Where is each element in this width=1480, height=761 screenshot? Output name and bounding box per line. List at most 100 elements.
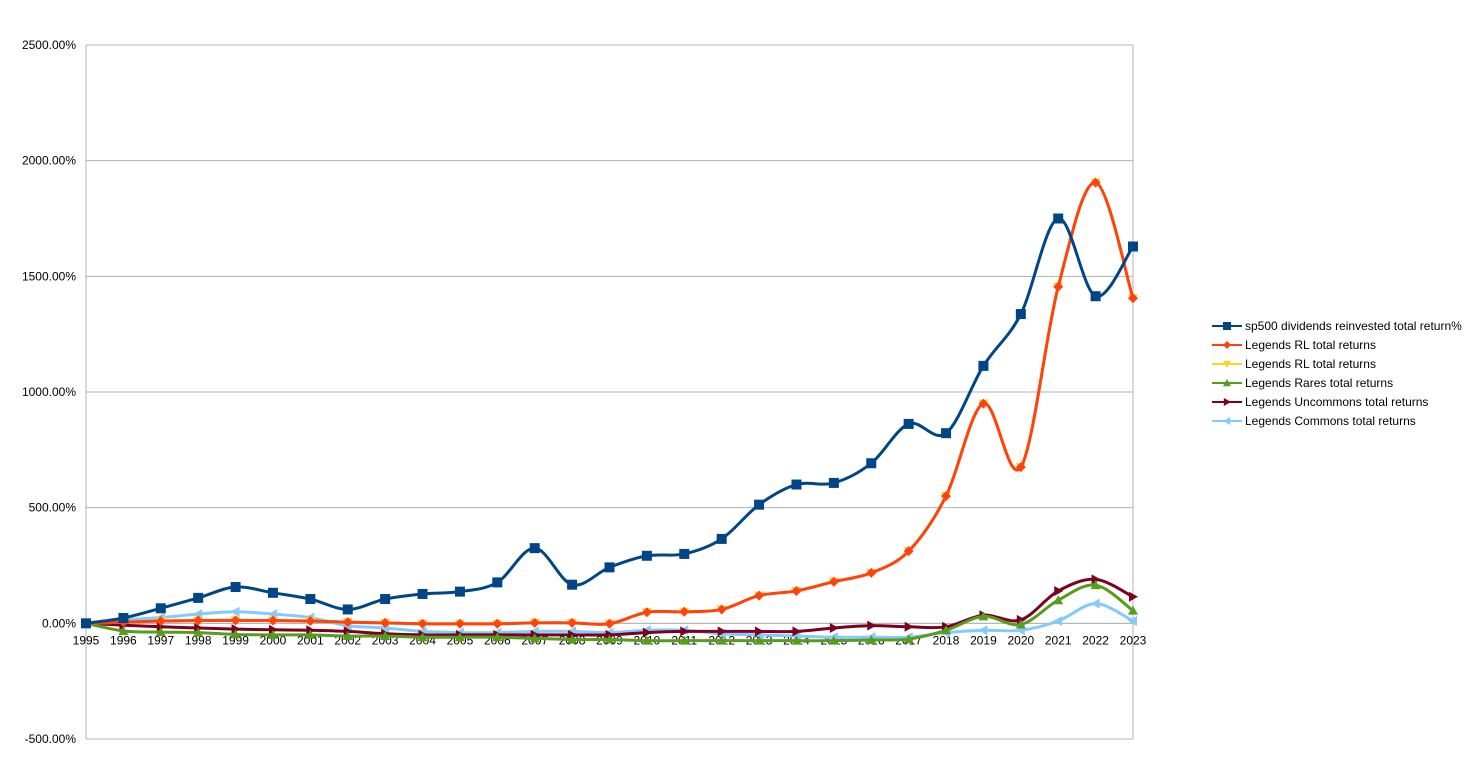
data-point: [904, 621, 914, 632]
series-layer: [81, 177, 1138, 645]
y-axis-ticks: -500.00% 0.00% 500.00% 1000.00% 1500.00% 2000…: [22, 38, 76, 746]
data-point: [978, 398, 989, 409]
data-point: [454, 618, 465, 629]
data-point: [155, 603, 166, 614]
data-point: [1090, 177, 1101, 188]
data-point: [267, 629, 278, 639]
data-point: [1128, 293, 1138, 304]
data-point: [231, 624, 241, 635]
data-point: [1053, 595, 1064, 605]
data-point: [268, 624, 278, 635]
data-point: [978, 625, 988, 636]
legend-label: Legends RL total returns: [1245, 357, 1376, 371]
data-point: [380, 617, 391, 628]
x-tick-label: 1996: [110, 633, 137, 647]
data-point: [754, 635, 765, 645]
data-point: [978, 360, 989, 371]
data-point: [791, 635, 802, 645]
data-point: [567, 634, 578, 644]
data-point: [1128, 616, 1137, 627]
data-point: [529, 617, 540, 628]
x-tick-label: 1998: [185, 633, 212, 647]
data-point: [604, 634, 615, 644]
data-point: [1053, 616, 1063, 627]
legend: sp500 dividends reinvested total return%…: [1212, 319, 1462, 428]
data-point: [604, 618, 615, 629]
data-point: [867, 620, 877, 631]
legend-label: Legends RL total returns: [1245, 338, 1376, 352]
legend-label: Legends Rares total returns: [1245, 376, 1393, 390]
data-point: [1015, 462, 1026, 473]
y-tick-label: 1500.00%: [22, 269, 76, 283]
data-point: [1091, 574, 1101, 585]
data-point: [754, 499, 765, 510]
data-point: [454, 586, 465, 597]
legend-marker: [1223, 360, 1231, 368]
data-point: [903, 418, 914, 429]
legend-item: Legends RL total returns: [1212, 357, 1376, 371]
x-tick-label: 1997: [147, 633, 174, 647]
data-point: [791, 631, 801, 642]
legend-item: Legends Commons total returns: [1212, 414, 1416, 428]
data-point: [230, 629, 241, 639]
data-point: [267, 587, 278, 598]
data-point: [642, 627, 652, 638]
data-point: [1015, 619, 1026, 629]
data-point: [194, 622, 204, 633]
data-point: [193, 615, 204, 626]
data-point: [193, 592, 204, 603]
data-point: [828, 477, 839, 488]
data-point: [866, 567, 877, 578]
data-point: [679, 606, 690, 617]
data-point: [417, 632, 428, 642]
data-point: [118, 613, 129, 624]
data-point: [1128, 605, 1138, 615]
data-point: [1129, 591, 1138, 602]
data-point: [417, 588, 428, 599]
data-point: [568, 629, 578, 640]
data-point: [380, 594, 391, 605]
y-tick-label: -500.00%: [25, 732, 77, 746]
data-point: [641, 635, 652, 645]
data-point: [1015, 309, 1026, 320]
legend-item: Legends Rares total returns: [1212, 376, 1393, 390]
x-tick-label: 2001: [297, 633, 324, 647]
x-tick-label: 2018: [933, 633, 960, 647]
data-point: [306, 625, 316, 636]
data-point: [903, 634, 914, 644]
x-tick-label: 2021: [1045, 633, 1072, 647]
data-point: [1090, 580, 1101, 590]
data-point: [717, 626, 727, 637]
x-tick-label: 2019: [970, 633, 997, 647]
data-point: [791, 479, 802, 490]
data-point: [193, 627, 204, 637]
data-point: [155, 627, 166, 637]
legend-marker: [1223, 322, 1231, 330]
data-point: [267, 615, 278, 626]
legend-item: sp500 dividends reinvested total return%: [1212, 319, 1462, 333]
data-point: [156, 621, 166, 632]
data-point: [343, 626, 353, 637]
data-point: [492, 618, 503, 629]
data-point: [680, 626, 690, 637]
data-point: [81, 618, 91, 629]
data-point: [941, 428, 952, 439]
y-tick-label: 2000.00%: [22, 154, 76, 168]
data-point: [716, 604, 727, 615]
data-point: [567, 617, 578, 628]
legend-marker: [1223, 341, 1231, 349]
legend-label: Legends Uncommons total returns: [1245, 395, 1428, 409]
y-tick-label: 2500.00%: [22, 38, 76, 52]
x-tick-label: 2020: [1007, 633, 1034, 647]
data-point: [903, 546, 914, 557]
data-point: [866, 634, 877, 644]
data-point: [828, 576, 839, 587]
data-point: [1128, 241, 1138, 252]
data-point: [230, 582, 241, 593]
series-line: [85, 181, 1135, 626]
data-point: [829, 622, 839, 633]
y-tick-label: 500.00%: [29, 501, 77, 515]
data-point: [1054, 585, 1064, 596]
data-point: [342, 631, 353, 641]
